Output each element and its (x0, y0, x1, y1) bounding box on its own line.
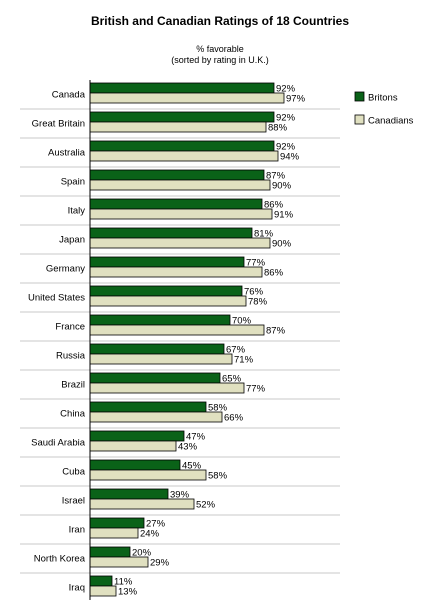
category-label-israel: Israel (62, 496, 85, 507)
value-label-britons-japan: 81% (254, 229, 274, 240)
subtitle-line-2: (sorted by rating in U.K.) (171, 55, 269, 65)
value-label-canadians-spain: 90% (272, 181, 292, 192)
value-label-canadians-japan: 90% (272, 239, 292, 250)
value-label-britons-united-states: 76% (244, 287, 264, 298)
legend-swatch-canadians (354, 114, 365, 125)
value-label-britons-north-korea: 20% (132, 548, 152, 559)
bar-britons-germany (89, 256, 245, 268)
value-label-canadians-canada: 97% (286, 94, 306, 105)
legend-label-canadians: Canadians (368, 116, 414, 127)
category-label-brazil: Brazil (61, 380, 85, 391)
bar-canadians-cuba (89, 469, 207, 481)
bar-canadians-united-states (89, 295, 247, 307)
category-label-germany: Germany (46, 264, 85, 275)
bar-britons-japan (89, 227, 253, 239)
bar-canadians-iran (89, 527, 139, 539)
value-label-britons-great-britain: 92% (276, 113, 296, 124)
value-label-britons-brazil: 65% (222, 374, 242, 385)
chart-title: British and Canadian Ratings of 18 Count… (90, 14, 350, 28)
bar-britons-australia (89, 140, 275, 152)
subtitle-line-1: % favorable (196, 44, 244, 54)
bar-britons-france (89, 314, 231, 326)
value-label-britons-australia: 92% (276, 142, 296, 153)
category-label-iran: Iran (69, 525, 85, 536)
bar-britons-north-korea (89, 546, 131, 558)
value-label-canadians-italy: 91% (274, 210, 294, 221)
bar-britons-china (89, 401, 207, 413)
category-label-saudi-arabia: Saudi Arabia (31, 438, 86, 449)
bar-britons-iraq (89, 575, 113, 587)
bar-canadians-brazil (89, 382, 245, 394)
category-label-north-korea: North Korea (34, 554, 86, 565)
category-label-australia: Australia (48, 148, 86, 159)
value-label-canadians-north-korea: 29% (150, 558, 170, 569)
bar-canadians-germany (89, 266, 263, 278)
chart-subtitle: % favorable (sorted by rating in U.K.) (0, 44, 440, 66)
value-label-britons-canada: 92% (276, 84, 296, 95)
bar-canadians-australia (89, 150, 279, 162)
bar-britons-united-states (89, 285, 243, 297)
value-label-canadians-great-britain: 88% (268, 123, 288, 134)
bar-britons-russia (89, 343, 225, 355)
bar-canadians-japan (89, 237, 271, 249)
bar-canadians-italy (89, 208, 273, 220)
value-label-britons-spain: 87% (266, 171, 286, 182)
bar-britons-iran (89, 517, 145, 529)
bar-canadians-saudi-arabia (89, 440, 177, 452)
bar-canadians-iraq (89, 585, 117, 597)
category-label-great-britain: Great Britain (32, 119, 85, 130)
bar-canadians-israel (89, 498, 195, 510)
value-label-canadians-israel: 52% (196, 500, 216, 511)
bar-canadians-north-korea (89, 556, 149, 568)
category-label-united-states: United States (28, 293, 85, 304)
value-label-britons-saudi-arabia: 47% (186, 432, 206, 443)
category-label-cuba: Cuba (62, 467, 85, 478)
value-label-canadians-saudi-arabia: 43% (178, 442, 198, 453)
value-label-canadians-russia: 71% (234, 355, 254, 366)
value-label-canadians-france: 87% (266, 326, 286, 337)
bar-canadians-canada (89, 92, 285, 104)
value-label-britons-israel: 39% (170, 490, 190, 501)
value-label-britons-italy: 86% (264, 200, 284, 211)
bar-canadians-spain (89, 179, 271, 191)
value-label-britons-russia: 67% (226, 345, 246, 356)
bar-canadians-china (89, 411, 223, 423)
category-label-japan: Japan (59, 235, 85, 246)
value-label-britons-cuba: 45% (182, 461, 202, 472)
category-label-italy: Italy (68, 206, 86, 217)
bar-canadians-russia (89, 353, 233, 365)
category-label-france: France (55, 322, 85, 333)
bar-britons-great-britain (89, 111, 275, 123)
value-label-britons-iraq: 11% (114, 577, 133, 588)
category-label-spain: Spain (61, 177, 85, 188)
legend-swatch-britons (354, 91, 365, 102)
bar-britons-spain (89, 169, 265, 181)
category-label-canada: Canada (52, 90, 86, 101)
bar-britons-israel (89, 488, 169, 500)
bar-britons-italy (89, 198, 263, 210)
category-label-russia: Russia (56, 351, 86, 362)
value-label-britons-china: 58% (208, 403, 228, 414)
category-label-iraq: Iraq (69, 583, 85, 594)
value-label-canadians-germany: 86% (264, 268, 284, 279)
bar-britons-saudi-arabia (89, 430, 185, 442)
value-label-canadians-united-states: 78% (248, 297, 268, 308)
bar-britons-cuba (89, 459, 181, 471)
category-label-china: China (60, 409, 86, 420)
bar-britons-brazil (89, 372, 221, 384)
bar-canadians-great-britain (89, 121, 267, 133)
value-label-canadians-brazil: 77% (246, 384, 266, 395)
value-label-canadians-cuba: 58% (208, 471, 228, 482)
value-label-canadians-iraq: 13% (118, 587, 138, 598)
bar-britons-canada (89, 82, 275, 94)
value-label-britons-germany: 77% (246, 258, 266, 269)
bar-canadians-france (89, 324, 265, 336)
value-label-britons-iran: 27% (146, 519, 166, 530)
value-label-canadians-iran: 24% (140, 529, 160, 540)
value-label-canadians-australia: 94% (280, 152, 300, 163)
legend-label-britons: Britons (368, 93, 398, 104)
value-label-britons-france: 70% (232, 316, 252, 327)
value-label-canadians-china: 66% (224, 413, 244, 424)
